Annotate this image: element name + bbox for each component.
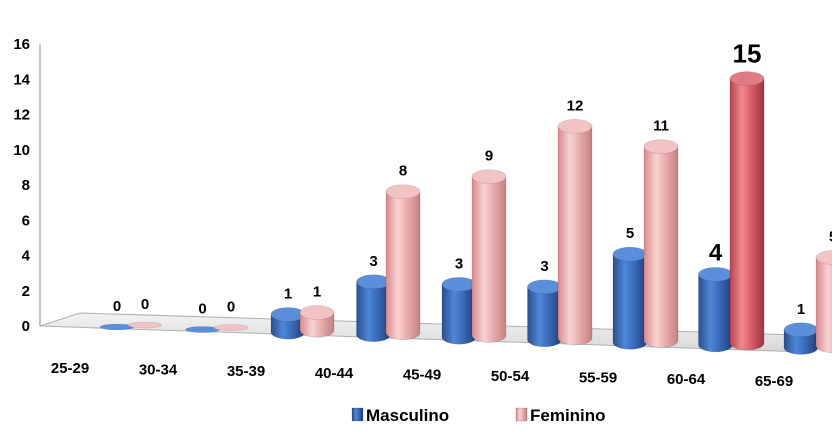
bar-masculino [783, 322, 819, 355]
data-label-masculino: 5 [626, 225, 634, 242]
x-tick-label: 45-49 [403, 366, 441, 383]
x-tick-label: 65-69 [755, 373, 793, 390]
legend-label: Masculino [366, 406, 449, 425]
data-label-feminino: 8 [399, 163, 407, 180]
y-tick-label: 6 [22, 212, 30, 229]
bar-feminino [729, 71, 765, 351]
bar-feminino [557, 119, 593, 346]
data-label-masculino: 3 [540, 258, 548, 275]
y-tick-label: 2 [22, 283, 30, 300]
data-label-feminino: 9 [485, 148, 493, 165]
y-tick-label: 0 [22, 318, 30, 335]
x-tick-labels: 25-29 30-34 35-39 40-44 45-49 50-54 55-59 60-64… [51, 360, 793, 390]
y-tick-label: 8 [22, 177, 30, 194]
data-label-masculino: 0 [113, 298, 121, 315]
data-label-feminino: 15 [733, 39, 762, 69]
legend-swatch [515, 407, 528, 422]
x-tick-label: 60-64 [667, 371, 706, 388]
bars-group [99, 71, 832, 355]
data-label-masculino: 0 [198, 301, 206, 318]
data-label-feminino: 0 [227, 299, 235, 316]
bar-masculino [527, 279, 562, 348]
x-tick-label: 55-59 [579, 370, 617, 387]
bar-masculino [612, 246, 648, 350]
x-tick-label: 50-54 [491, 368, 530, 385]
bar-masculino [698, 266, 733, 353]
bar-feminino [643, 139, 679, 348]
data-label-masculino: 4 [709, 239, 723, 266]
data-label-masculino: 1 [284, 285, 292, 302]
y-tick-label: 10 [13, 142, 30, 159]
data-label-masculino: 3 [369, 253, 377, 270]
bar-feminino [815, 250, 832, 353]
bar-feminino [213, 324, 249, 331]
data-label-masculino: 3 [455, 255, 463, 272]
legend-item: Feminino [515, 406, 606, 425]
data-label-feminino: 5 [829, 229, 832, 246]
data-label-masculino: 1 [797, 301, 805, 318]
x-tick-label: 25-29 [51, 360, 89, 377]
bar-feminino [385, 184, 421, 341]
bar-feminino [471, 169, 507, 343]
data-label-feminino: 12 [567, 97, 584, 114]
data-labels: 000011383931251141515 [113, 39, 832, 318]
bar-masculino [356, 274, 391, 343]
y-tick-labels: 0 2 4 6 8 10 12 14 16 [13, 36, 30, 335]
x-tick-label: 30-34 [139, 362, 178, 379]
y-tick-label: 12 [13, 107, 30, 124]
legend-item: Masculino [351, 406, 449, 425]
legend-label: Feminino [530, 406, 606, 425]
x-tick-label: 40-44 [315, 365, 354, 382]
legend: Masculino Feminino [351, 406, 606, 425]
y-tick-label: 4 [22, 248, 31, 265]
y-tick-label: 16 [13, 36, 30, 53]
bar-feminino [127, 321, 163, 329]
x-tick-label: 35-39 [227, 363, 265, 380]
data-label-feminino: 0 [141, 296, 149, 313]
data-label-feminino: 1 [313, 284, 321, 301]
legend-swatch [351, 407, 364, 422]
y-tick-label: 14 [13, 71, 30, 88]
bar-feminino [299, 305, 335, 338]
bar-masculino [441, 276, 477, 345]
data-label-feminino: 11 [653, 118, 669, 135]
